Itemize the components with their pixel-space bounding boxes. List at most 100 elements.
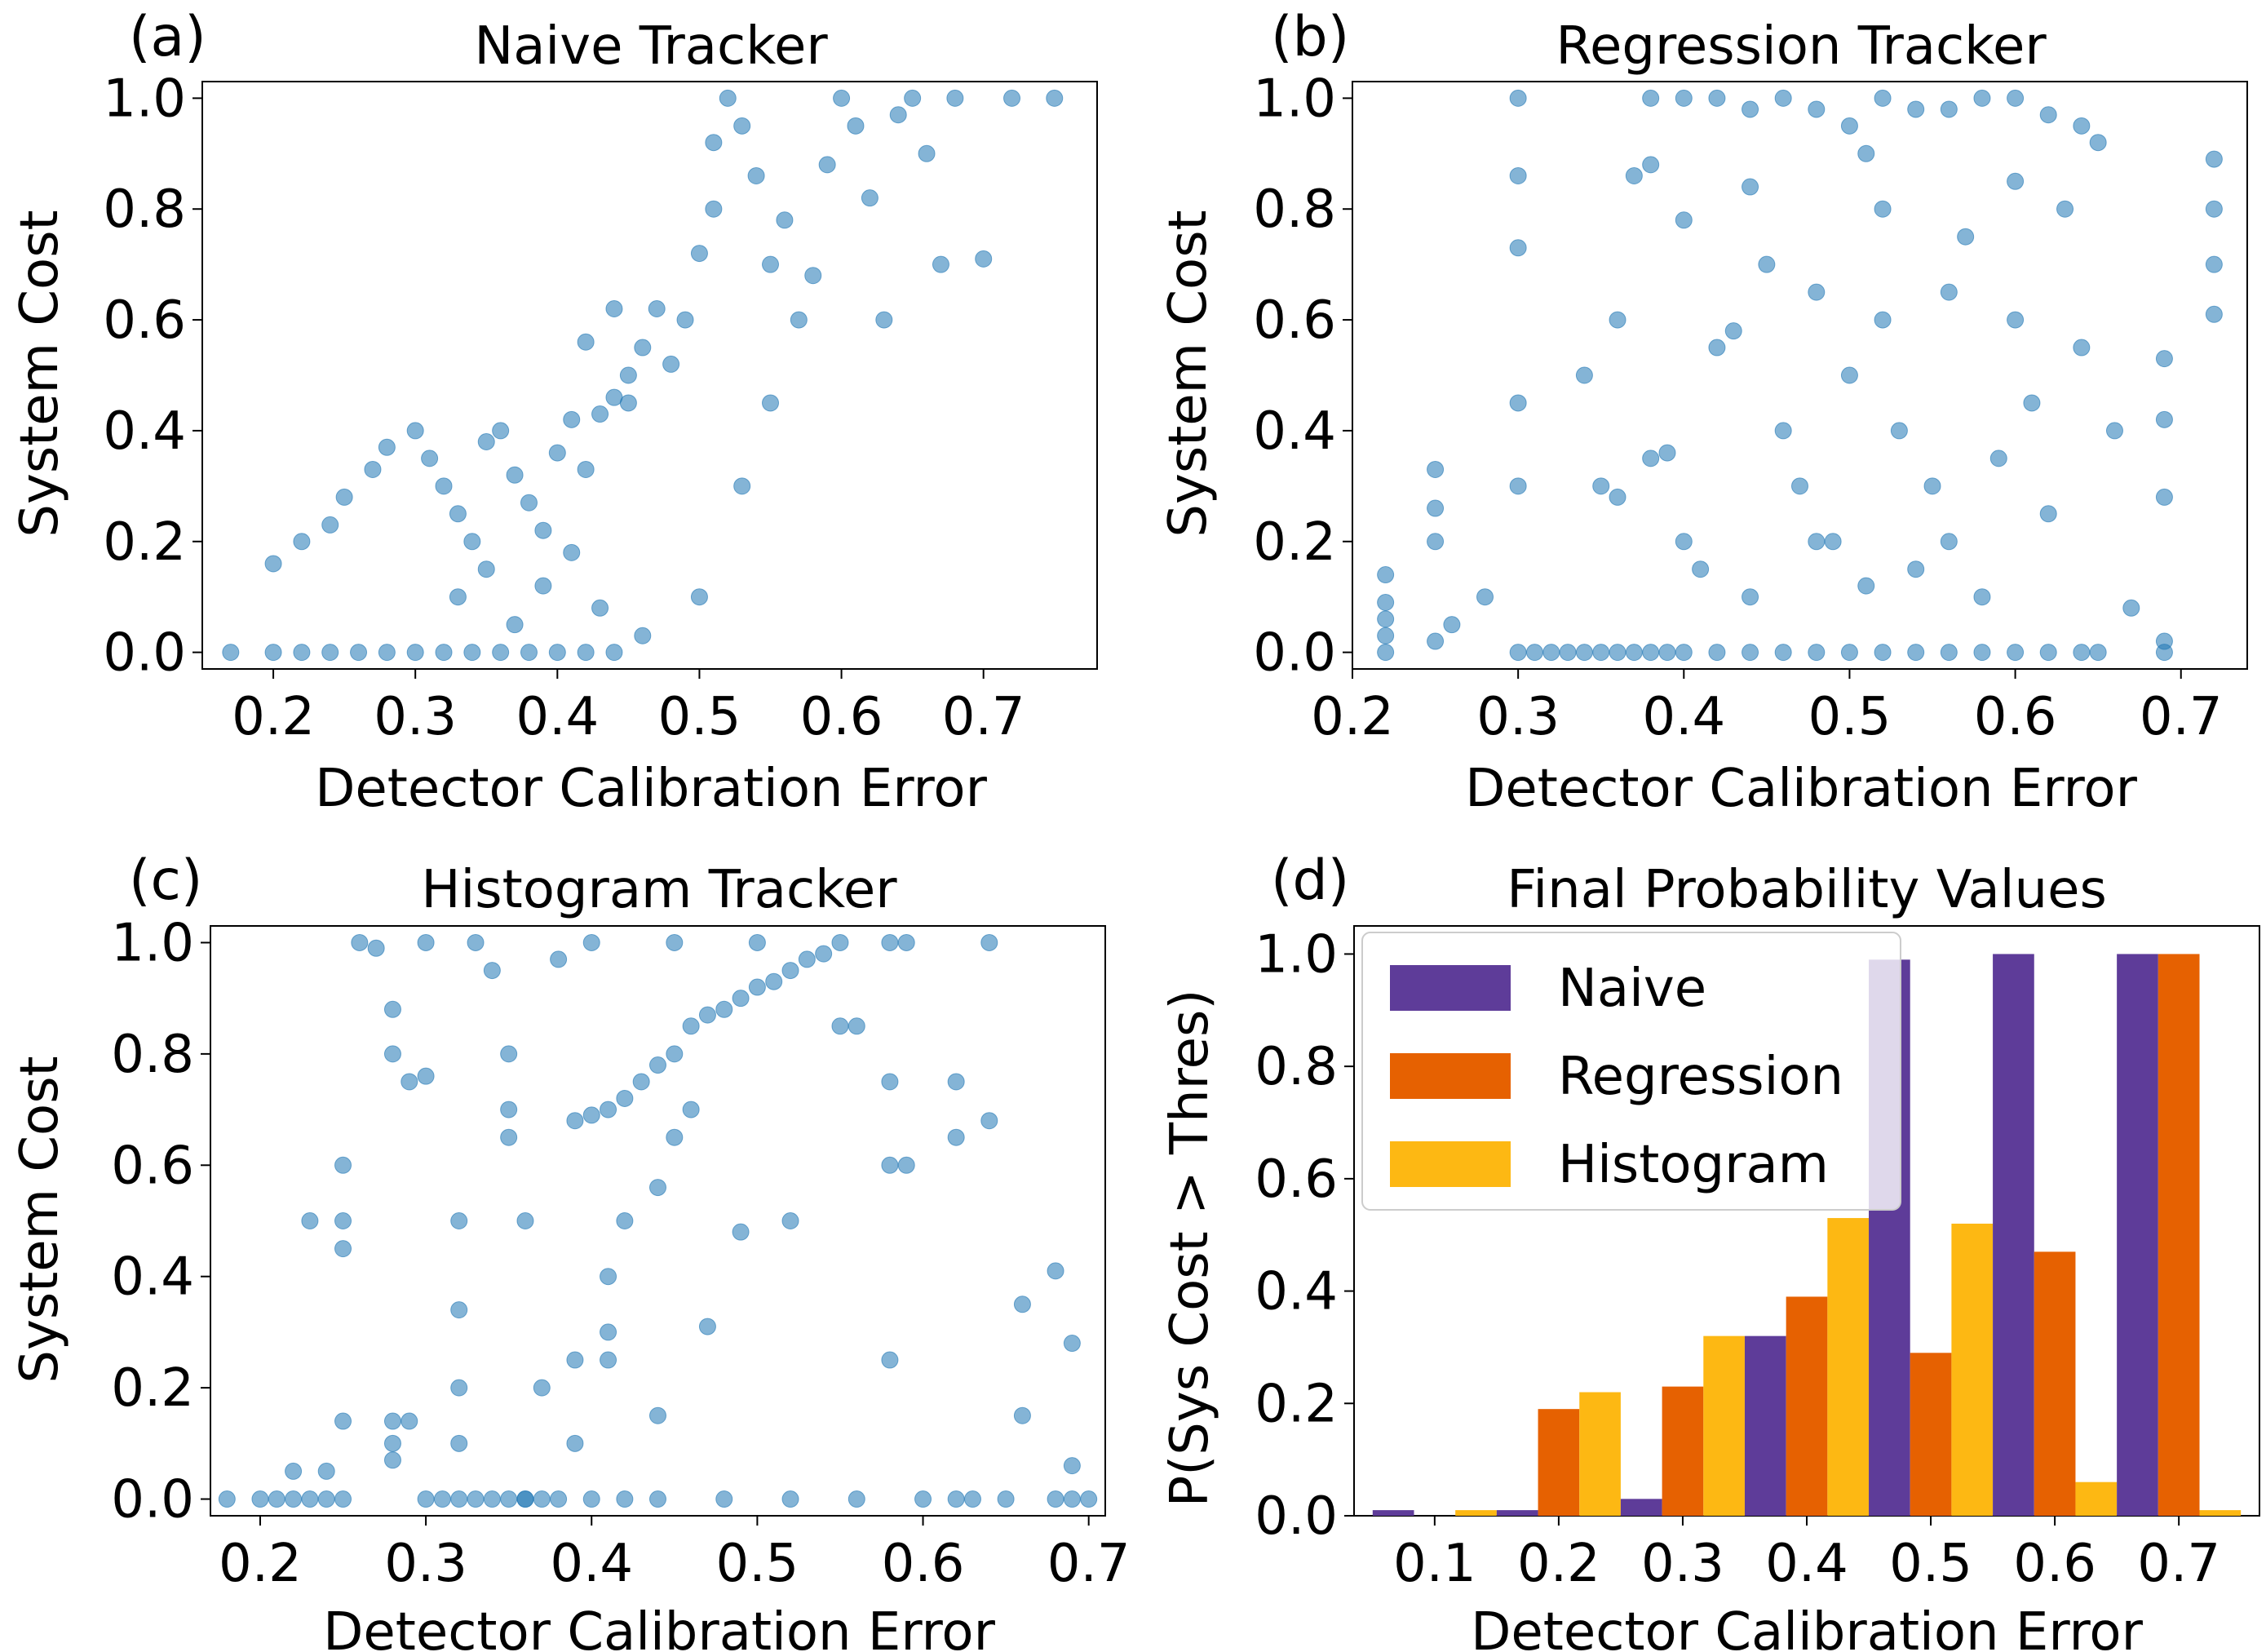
panel-a-xtick-label-3: 0.5	[658, 687, 741, 747]
panel-b-point	[2205, 200, 2223, 218]
panel-c-point	[367, 939, 385, 957]
panel-a-point	[477, 433, 495, 451]
panel-b-point	[2039, 644, 2057, 662]
panel-a-point	[577, 333, 595, 351]
panel-a-point	[534, 521, 552, 539]
panel-c-point	[632, 1073, 650, 1091]
panel-a-point	[662, 355, 680, 373]
panel-a-axes-frame	[201, 81, 1098, 670]
panel-c-point	[1063, 1457, 1081, 1475]
panel-c-plot: 0.2 0.3 0.4 0.5 0.6 0.7 0.0 0.2 0.4 0.6 0.8 1.0	[111, 913, 1130, 1594]
panel-a-point	[733, 117, 751, 135]
panel-c-point	[383, 1451, 401, 1469]
panel-a-point	[690, 245, 708, 263]
legend-swatch-naive	[1390, 965, 1511, 1011]
panel-b-point	[2007, 172, 2025, 190]
panel-c-point	[334, 1412, 352, 1430]
panel-d-xtick-label-2: 0.3	[1641, 1534, 1724, 1594]
panel-b-point	[1808, 644, 1826, 662]
panel-b-point	[1592, 644, 1610, 662]
panel-b-point	[2073, 339, 2091, 357]
panel-a-point	[619, 366, 637, 384]
panel-b-point	[2205, 305, 2223, 323]
panel-a-point	[577, 644, 595, 662]
panel-a-point	[563, 410, 581, 428]
panel-c-point	[334, 1490, 352, 1508]
panel-b-point	[2122, 599, 2140, 617]
panel-b-point	[1840, 644, 1858, 662]
panel-c-point	[881, 1156, 899, 1174]
panel-c-point	[732, 990, 750, 1008]
panel-b-point	[1675, 89, 1693, 107]
panel-b-point	[1509, 644, 1527, 662]
bar-naive-0.4	[1744, 1335, 1786, 1516]
panel-b-point	[1742, 644, 1759, 662]
panel-c-point	[1047, 1490, 1064, 1508]
panel-c-point	[550, 950, 568, 968]
bar-naive-0.6	[1993, 954, 2034, 1516]
bar-regression-0.4	[1786, 1296, 1828, 1516]
panel-b-point	[2205, 150, 2223, 168]
panel-b-point	[1642, 644, 1660, 662]
panel-d-plot: 0.1 0.2 0.3 0.4 0.5 0.6 0.7 0.0 0.2 0.4 0.6 0.8 1.0 N…	[1255, 924, 2260, 1594]
panel-a-point	[1046, 89, 1064, 107]
panel-c-label: (c)	[129, 848, 202, 913]
panel-b-point	[2073, 644, 2091, 662]
panel-c-point	[781, 1212, 799, 1229]
panel-a-title: Naive Tracker	[474, 16, 828, 77]
panel-b-point	[1874, 644, 1892, 662]
panel-a-point	[605, 299, 623, 317]
bar-histogram-0.3	[1703, 1335, 1745, 1516]
panel-a-point	[762, 394, 780, 412]
panel-a-point	[577, 460, 595, 478]
panel-b-point	[1890, 422, 1908, 440]
panel-c-point	[947, 1490, 965, 1508]
panel-c-point	[798, 950, 816, 968]
panel-b-xlabel: Detector Calibration Error	[1465, 759, 2137, 819]
panel-b-point	[2155, 632, 2173, 650]
panel-a-point	[548, 644, 566, 662]
panel-b-point	[1808, 283, 1826, 301]
panel-b-point	[1377, 644, 1395, 662]
panel-b-point	[2039, 505, 2057, 523]
panel-a-point	[619, 394, 637, 412]
panel-b-ytick-label-0: 0.0	[1253, 623, 1336, 684]
panel-c-point	[947, 1073, 965, 1091]
legend-swatch-regression	[1390, 1053, 1511, 1099]
panel-b-point	[1857, 577, 1875, 595]
panel-b-point	[1443, 616, 1461, 634]
panel-b-point	[1840, 366, 1858, 384]
bar-naive-0.3	[1620, 1499, 1662, 1516]
panel-c-point	[1013, 1406, 1031, 1424]
panel-c-xtick-label-2: 0.4	[550, 1534, 633, 1594]
panel-b-point	[1625, 644, 1643, 662]
bar-histogram-0.2	[1579, 1392, 1621, 1516]
panel-c-point	[500, 1490, 518, 1508]
panel-c-point	[682, 1101, 700, 1118]
panel-b-point	[1808, 100, 1826, 118]
panel-c-point	[1063, 1335, 1081, 1353]
panel-b-plot: 0.2 0.3 0.4 0.5 0.6 0.70.00.20.40.60.81.0	[1253, 69, 2248, 747]
panel-b-point	[2007, 311, 2025, 329]
panel-c-point	[516, 1212, 534, 1229]
panel-a-point	[932, 255, 949, 273]
panel-b-point	[2155, 350, 2173, 368]
panel-c-point	[881, 933, 899, 951]
panel-a-label: (a)	[129, 5, 206, 69]
panel-a-point	[421, 450, 439, 467]
panel-b-xtick-label-4: 0.6	[1974, 687, 2057, 747]
panel-a-ytick-label-5: 1.0	[103, 69, 186, 129]
panel-c-point	[600, 1101, 617, 1118]
panel-a-ytick-label-3: 0.6	[103, 290, 186, 351]
panel-c-point	[980, 933, 998, 951]
panel-b-point	[1774, 644, 1792, 662]
panel-a-point	[918, 144, 936, 162]
panel-c-point	[715, 1000, 733, 1018]
panel-a-point	[889, 106, 907, 124]
panel-b-point	[2073, 117, 2091, 135]
panel-d-ytick-label-3: 0.6	[1255, 1149, 1338, 1210]
panel-a-point	[406, 644, 424, 662]
bar-naive-0.7	[2117, 954, 2158, 1516]
panel-c-point	[268, 1490, 285, 1508]
panel-a-point	[733, 477, 751, 495]
